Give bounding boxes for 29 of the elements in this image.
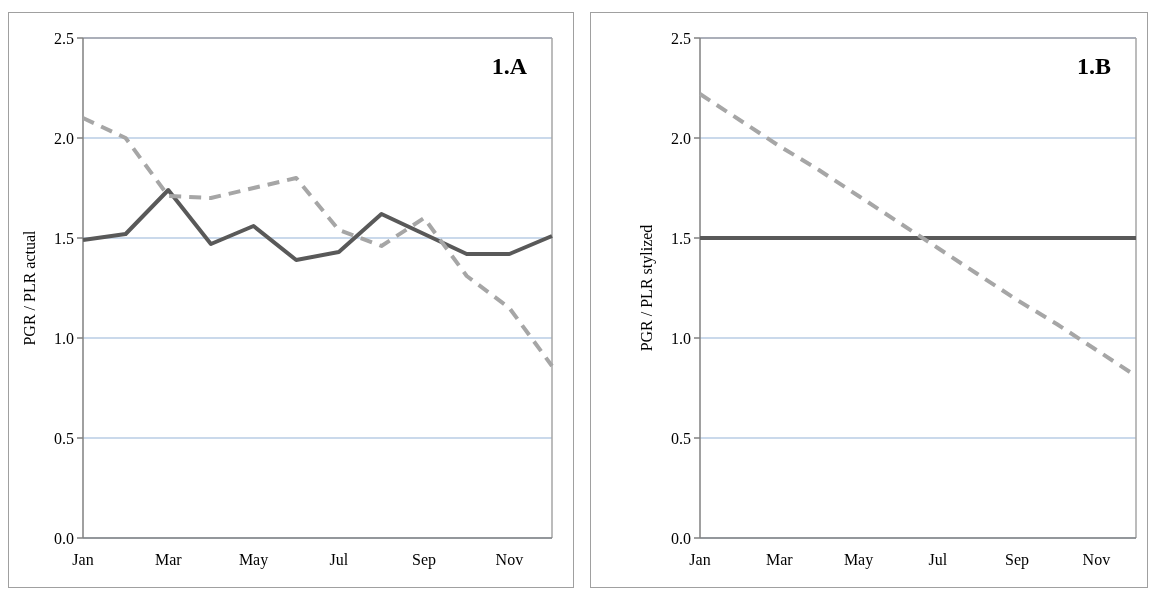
- x-tick-label: May: [238, 551, 269, 569]
- y-tick-label: 1.5: [54, 229, 74, 247]
- y-tick-label: 2.0: [54, 129, 74, 147]
- y-axis-title: PGR / PLR actual: [21, 229, 38, 346]
- y-tick-label: 2.5: [671, 29, 691, 47]
- x-tick-label: Sep: [1005, 551, 1030, 569]
- x-tick-label: Jan: [689, 551, 711, 568]
- x-tick-label: Nov: [495, 551, 524, 568]
- x-tick-label: Jan: [72, 551, 94, 568]
- y-tick-label: 0.0: [54, 529, 74, 547]
- x-tick-label: May: [843, 551, 874, 569]
- y-tick-label: 0.5: [54, 429, 74, 447]
- y-tick-label: 0.5: [671, 429, 691, 447]
- text: 1.B: [1076, 53, 1111, 79]
- y-tick-label: 2.5: [54, 29, 74, 47]
- x-tick-label: Jul: [928, 551, 948, 568]
- y-tick-label: 0.0: [671, 529, 691, 547]
- x-tick-label: Mar: [765, 551, 794, 568]
- line-series: [81, 188, 554, 262]
- y-axis-title: PGR / PLR stylized: [638, 224, 656, 352]
- x-tick-label: Mar: [154, 551, 183, 568]
- x-tick-label: Jul: [329, 551, 349, 568]
- y-tick-label: 1.5: [671, 229, 691, 247]
- y-tick-label: 1.0: [54, 329, 74, 347]
- text: 1.A: [491, 53, 528, 79]
- x-tick-label: Sep: [412, 551, 437, 569]
- y-tick-label: 1.0: [671, 329, 691, 347]
- y-tick-label: 2.0: [671, 129, 691, 147]
- x-tick-label: Nov: [1082, 551, 1111, 568]
